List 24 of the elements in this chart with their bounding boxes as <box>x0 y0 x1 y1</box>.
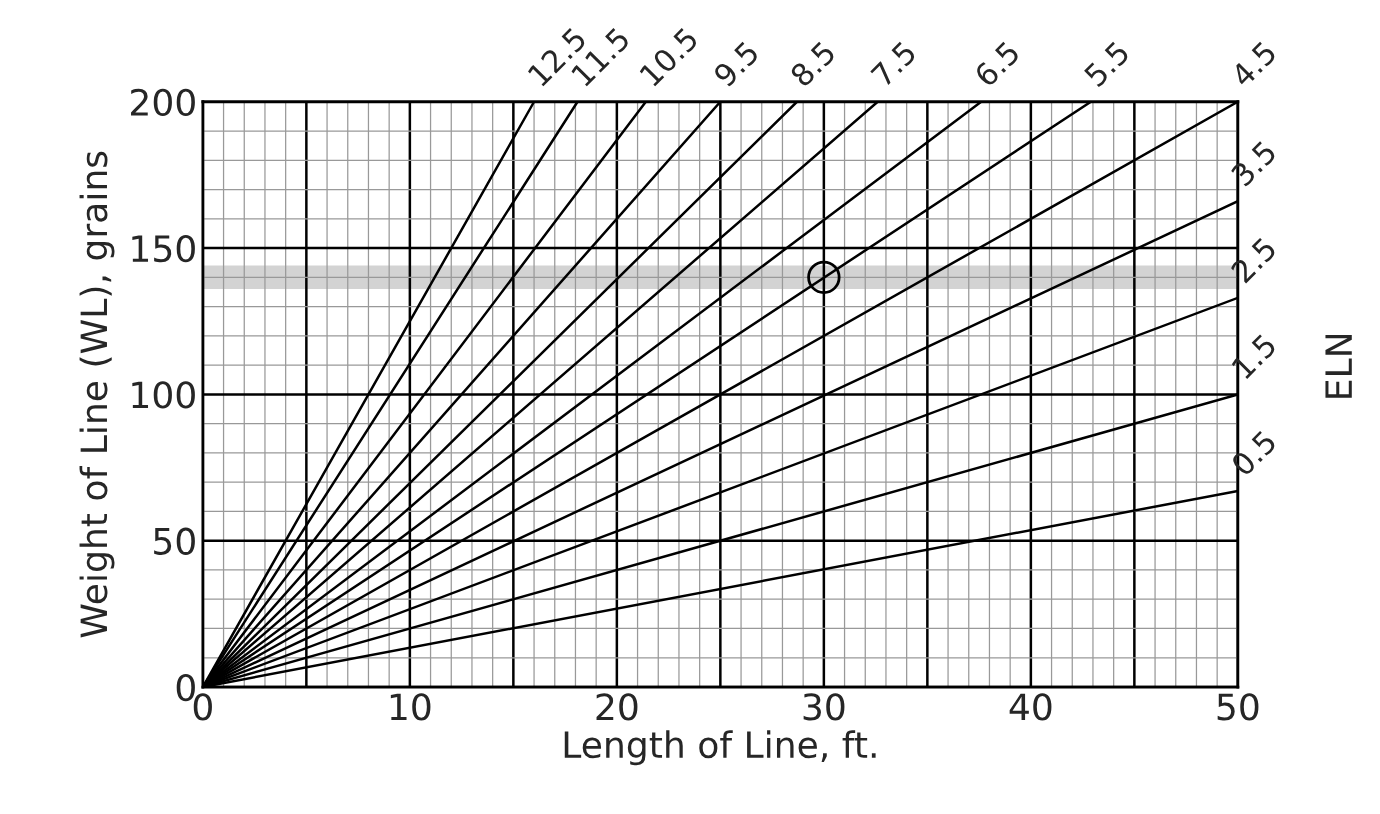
x-tick-label: 0 <box>193 693 212 721</box>
text: 6.5 <box>973 40 1021 88</box>
y-tick-label: 100 <box>132 381 195 409</box>
y-tick-label: 0 <box>176 673 195 702</box>
x-tick-label: 20 <box>596 693 638 721</box>
x-tick-label: 40 <box>1009 693 1052 721</box>
text: 9.5 <box>712 40 760 88</box>
text: 0.5 <box>1229 429 1278 478</box>
text: 4.5 <box>1229 40 1278 89</box>
x-tick-label: 10 <box>390 693 431 721</box>
x-axis-title: Length of Line, ft. <box>564 730 876 766</box>
text: 5.5 <box>1083 40 1131 88</box>
y-tick-label: 200 <box>131 88 195 116</box>
text: 8.5 <box>789 40 837 88</box>
text: 3.5 <box>1230 139 1278 188</box>
text: 7.5 <box>870 40 918 88</box>
text: 1.5 <box>1231 333 1278 380</box>
text: 2.5 <box>1230 236 1278 284</box>
x-tick-label: 30 <box>803 693 845 721</box>
y-tick-label: 150 <box>132 234 195 263</box>
x-tick-label: 50 <box>1217 693 1259 721</box>
y-tick-label: 50 <box>154 527 195 555</box>
text: ELN <box>1325 334 1352 398</box>
y-axis-title: Weight of Line (WL), grains <box>79 151 115 638</box>
